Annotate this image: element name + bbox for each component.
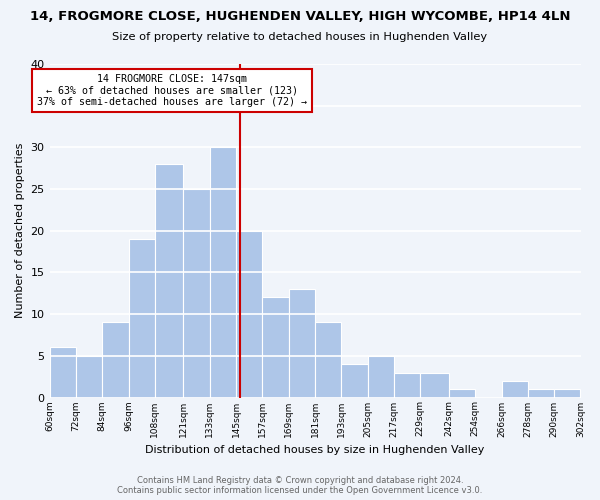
Bar <box>155 164 184 398</box>
Bar <box>50 348 76 398</box>
Bar <box>528 389 554 398</box>
Bar <box>502 381 528 398</box>
Bar <box>184 189 210 398</box>
Bar <box>236 231 262 398</box>
Bar <box>102 322 128 398</box>
Bar <box>76 356 102 398</box>
Text: 14 FROGMORE CLOSE: 147sqm
← 63% of detached houses are smaller (123)
37% of semi: 14 FROGMORE CLOSE: 147sqm ← 63% of detac… <box>37 74 307 107</box>
Y-axis label: Number of detached properties: Number of detached properties <box>15 143 25 318</box>
Bar <box>210 148 236 398</box>
Bar <box>289 289 315 398</box>
Text: Contains HM Land Registry data © Crown copyright and database right 2024.
Contai: Contains HM Land Registry data © Crown c… <box>118 476 482 495</box>
Bar <box>554 389 580 398</box>
Bar <box>421 372 449 398</box>
Bar <box>394 372 421 398</box>
Bar <box>262 298 289 398</box>
X-axis label: Distribution of detached houses by size in Hughenden Valley: Distribution of detached houses by size … <box>145 445 485 455</box>
Bar <box>128 239 155 398</box>
Bar <box>368 356 394 398</box>
Text: 14, FROGMORE CLOSE, HUGHENDEN VALLEY, HIGH WYCOMBE, HP14 4LN: 14, FROGMORE CLOSE, HUGHENDEN VALLEY, HI… <box>30 10 570 23</box>
Bar <box>315 322 341 398</box>
Bar <box>341 364 368 398</box>
Text: Size of property relative to detached houses in Hughenden Valley: Size of property relative to detached ho… <box>112 32 488 42</box>
Bar <box>449 389 475 398</box>
